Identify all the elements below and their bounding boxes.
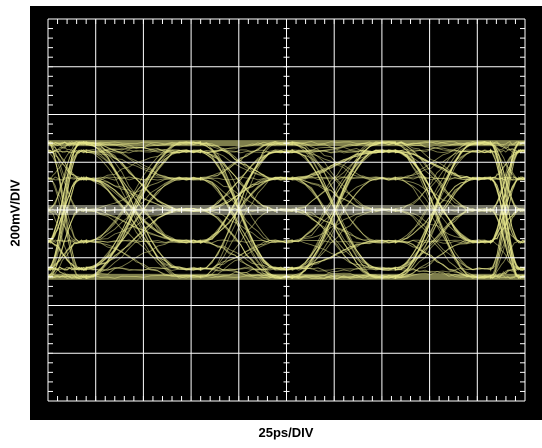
graticule-ticks (47, 18, 526, 402)
y-axis-label: 200mV/DIV (7, 179, 23, 247)
oscilloscope-display (30, 6, 542, 420)
y-axis-label-container: 200mV/DIV (0, 6, 30, 420)
eye-diagram-plot (47, 18, 526, 402)
x-axis-label: 25ps/DIV (258, 425, 314, 440)
